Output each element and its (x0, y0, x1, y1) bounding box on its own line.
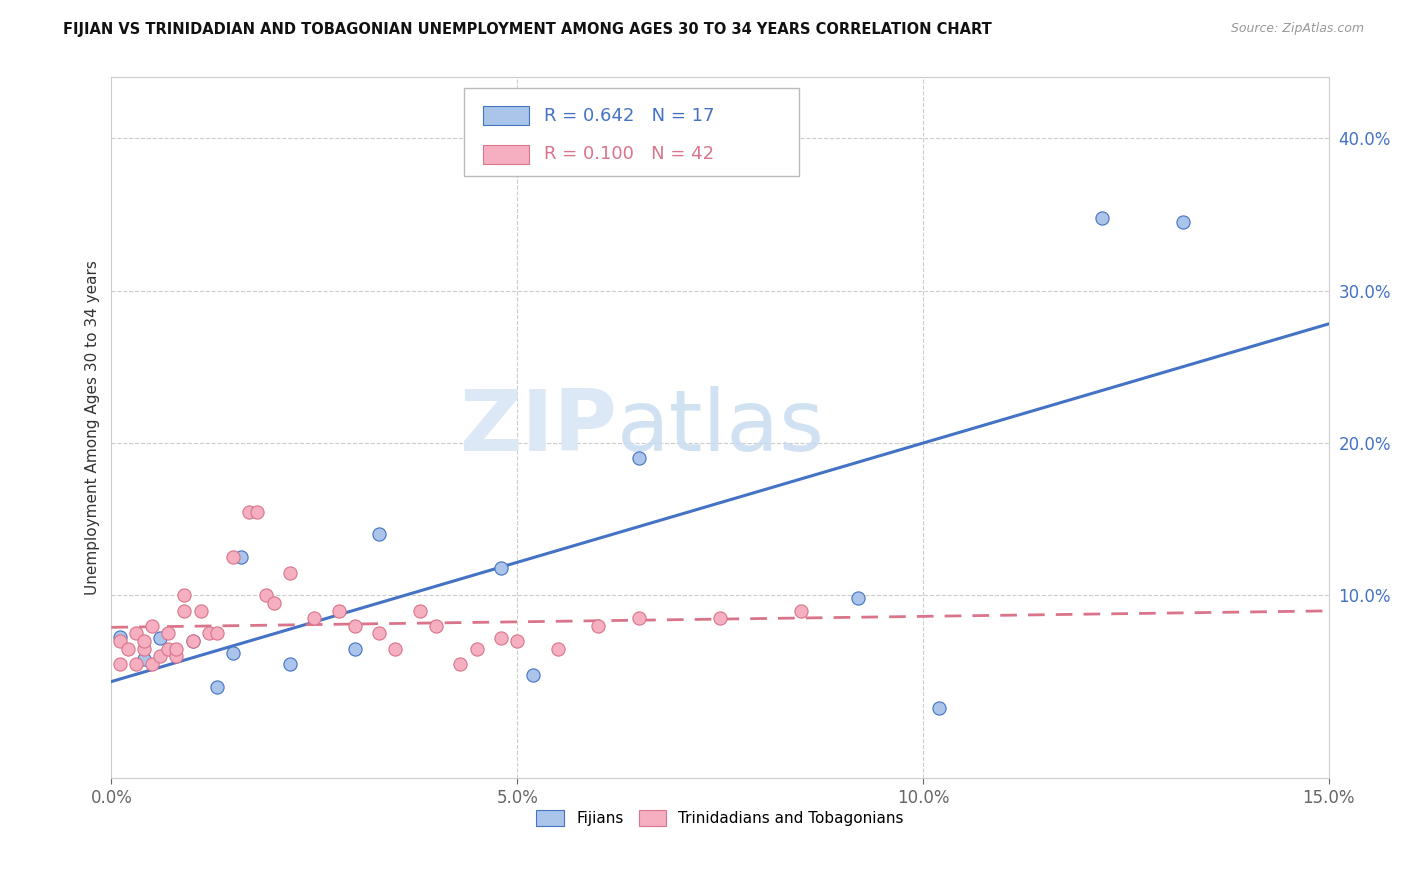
Point (157, 626, 180, 640)
Point (132, 641, 155, 656)
Point (181, 634, 204, 648)
Point (149, 649, 172, 664)
Point (125, 626, 148, 640)
Point (165, 641, 187, 656)
Text: atlas: atlas (617, 386, 824, 469)
Point (173, 604, 195, 618)
Text: R = 0.642   N = 17: R = 0.642 N = 17 (544, 107, 714, 125)
FancyBboxPatch shape (482, 106, 529, 126)
Point (343, 641, 366, 656)
Point (108, 630, 131, 644)
Point (790, 604, 813, 618)
Point (231, 550, 253, 565)
Point (263, 596, 285, 610)
Point (132, 634, 155, 648)
Point (149, 631, 172, 645)
Point (117, 641, 139, 656)
Point (141, 657, 163, 671)
Text: FIJIAN VS TRINIDADIAN AND TOBAGONIAN UNEMPLOYMENT AMONG AGES 30 TO 34 YEARS CORR: FIJIAN VS TRINIDADIAN AND TOBAGONIAN UNE… (63, 22, 993, 37)
Point (141, 619, 163, 633)
Point (489, 561, 512, 575)
Text: ZIP: ZIP (458, 386, 617, 469)
Point (588, 619, 610, 633)
Point (409, 604, 432, 618)
Point (173, 589, 195, 603)
Point (181, 634, 204, 648)
Point (304, 611, 326, 625)
Text: Source: ZipAtlas.com: Source: ZipAtlas.com (1230, 22, 1364, 36)
Point (928, 701, 950, 715)
Legend: Fijians, Trinidadians and Tobagonians: Fijians, Trinidadians and Tobagonians (529, 803, 911, 834)
Point (125, 657, 148, 671)
Point (1171, 215, 1194, 229)
Point (190, 604, 212, 618)
Y-axis label: Unemployment Among Ages 30 to 34 years: Unemployment Among Ages 30 to 34 years (86, 260, 100, 595)
Point (254, 589, 277, 603)
Point (328, 604, 350, 618)
Point (278, 657, 301, 671)
Point (368, 626, 391, 640)
Point (157, 641, 180, 656)
Point (1090, 211, 1112, 225)
Point (222, 646, 245, 660)
Point (506, 634, 529, 648)
Point (627, 611, 650, 625)
Point (627, 451, 650, 466)
Point (384, 641, 406, 656)
Point (522, 667, 544, 681)
Point (343, 619, 366, 633)
FancyBboxPatch shape (482, 145, 529, 164)
Point (465, 641, 488, 656)
Point (205, 626, 228, 640)
Point (449, 657, 471, 671)
Point (132, 652, 155, 666)
Point (489, 631, 512, 645)
Text: R = 0.100   N = 42: R = 0.100 N = 42 (544, 145, 714, 163)
Point (246, 505, 269, 519)
Point (709, 611, 731, 625)
Point (165, 649, 187, 664)
Point (238, 505, 260, 519)
Point (547, 641, 569, 656)
Point (846, 591, 869, 606)
Point (278, 566, 301, 580)
Point (198, 626, 221, 640)
FancyBboxPatch shape (464, 88, 799, 176)
Point (108, 657, 131, 671)
Point (205, 680, 228, 694)
Point (368, 527, 391, 541)
Point (425, 619, 447, 633)
Point (108, 634, 131, 648)
Point (222, 550, 245, 565)
